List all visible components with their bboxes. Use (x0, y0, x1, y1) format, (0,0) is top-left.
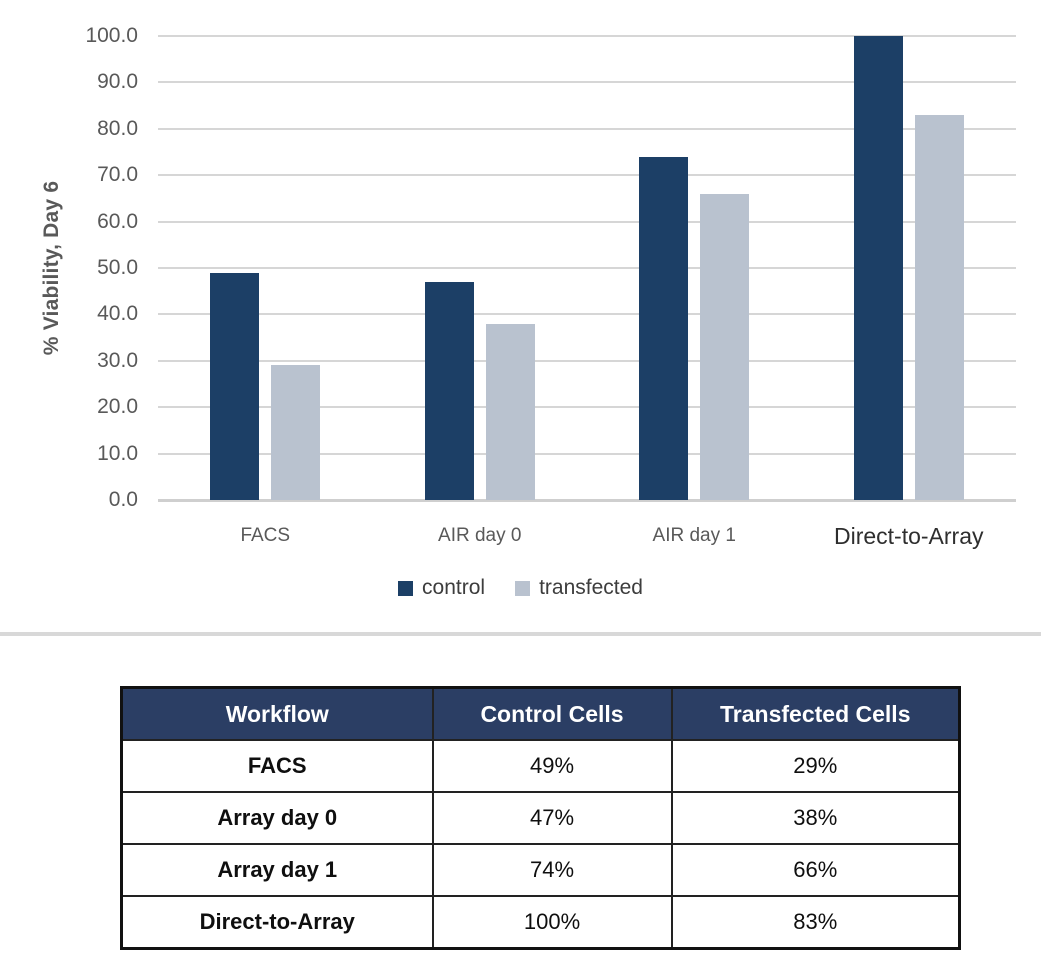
y-tick-label: 10.0 (97, 441, 138, 465)
bar-transfected-3 (700, 193, 750, 500)
y-tick-label: 20.0 (97, 395, 138, 419)
gridline (158, 406, 1016, 409)
table-row: Array day 0 47% 38% (120, 791, 961, 845)
legend-label: control (422, 576, 486, 599)
gridline (158, 35, 1016, 37)
y-tick-label: 50.0 (97, 256, 138, 279)
chart-legend: control transfected (0, 576, 1041, 600)
table-row: Direct-to-Array 100% 83% (120, 895, 961, 950)
bar-transfected-1 (271, 365, 321, 500)
gridline (158, 220, 1016, 223)
table-header-cell: Workflow (120, 686, 434, 741)
value-cell: 29% (670, 739, 961, 793)
bar-control-3 (639, 156, 689, 500)
bar-transfected-4 (914, 114, 964, 500)
table-header-cell: Control Cells (431, 686, 673, 741)
gridline (158, 174, 1016, 177)
viability-bar-chart: % Viability, Day 6 0.0 10.0 20.0 30.0 40.0 50… (0, 24, 1041, 600)
gridline (158, 499, 1016, 502)
y-tick-label: 60.0 (97, 209, 138, 233)
value-cell: 47% (431, 791, 673, 845)
y-tick-label: 30.0 (97, 348, 138, 372)
table-row: Array day 1 74% 66% (120, 843, 961, 897)
workflow-cell: Array day 0 (120, 791, 434, 845)
gridline (158, 267, 1016, 269)
section-divider (0, 632, 1041, 636)
table-row: FACS 49% 29% (120, 739, 961, 793)
legend-item-control: control (398, 576, 485, 600)
x-axis-label: AIR day 1 (652, 525, 736, 546)
y-tick-label: 0.0 (108, 488, 138, 511)
bar-control-2 (424, 281, 474, 500)
bar-transfected-2 (485, 323, 535, 500)
y-tick-label: 40.0 (97, 302, 138, 326)
value-cell: 83% (670, 895, 961, 950)
gridline (158, 452, 1016, 455)
x-axis-label: FACS (240, 525, 291, 546)
table-body: FACS 49% 29% Array day 0 47% 38% Array day 1 74… (120, 739, 961, 950)
x-axis-label: AIR day 0 (438, 525, 522, 546)
table-header-cell: Transfected Cells (670, 686, 961, 741)
value-cell: 38% (670, 791, 961, 845)
gridline (158, 81, 1016, 84)
x-axis-label: Direct-to-Array (833, 523, 984, 549)
workflow-cell: Array day 1 (120, 843, 434, 897)
y-tick-label: 100.0 (85, 24, 138, 47)
y-tick-label: 90.0 (97, 70, 138, 94)
legend-swatch-transfected (515, 580, 531, 596)
value-cell: 74% (431, 843, 673, 897)
gridline (158, 359, 1016, 362)
gridline (158, 127, 1016, 130)
viability-table: Workflow Control Cells Transfected Cells F… (120, 686, 961, 950)
legend-label: transfected (539, 576, 643, 599)
gridline (158, 313, 1016, 316)
bar-control-1 (210, 272, 260, 500)
legend-item-transfected: transfected (515, 576, 643, 600)
value-cell: 66% (670, 843, 961, 897)
workflow-cell: Direct-to-Array (120, 895, 434, 950)
table-header-row: Workflow Control Cells Transfected Cells (120, 686, 961, 741)
bar-control-4 (853, 36, 903, 500)
y-tick-label: 70.0 (97, 163, 138, 187)
value-cell: 100% (431, 895, 673, 950)
workflow-cell: FACS (120, 739, 434, 793)
legend-swatch-control (398, 580, 414, 596)
y-tick-label: 80.0 (97, 116, 138, 140)
plot-area (158, 35, 1016, 502)
value-cell: 49% (431, 739, 673, 793)
